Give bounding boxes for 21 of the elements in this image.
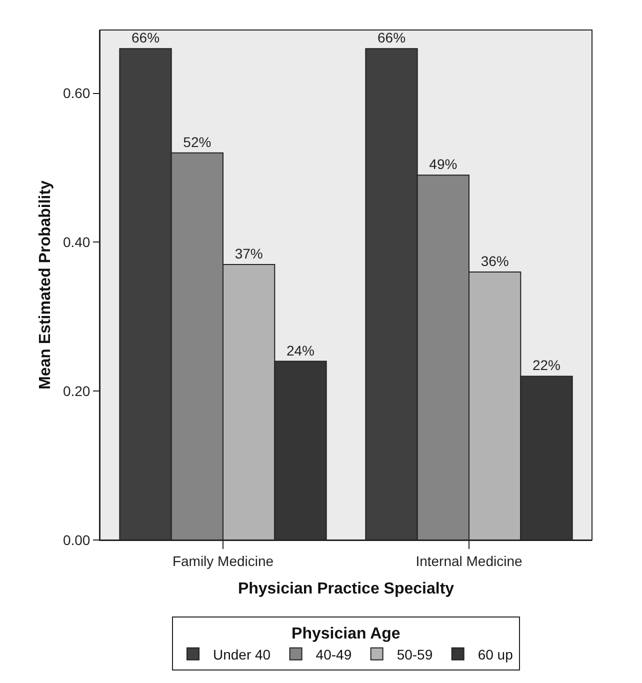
legend-label: 60 up xyxy=(478,646,514,662)
data-label: 36% xyxy=(480,252,509,269)
data-label: 37% xyxy=(234,246,263,262)
legend-label: Under 40 xyxy=(213,646,271,662)
x-axis-title: Physician Practice Specialty xyxy=(238,580,454,598)
legend-label: 50-59 xyxy=(396,646,433,662)
y-axis-title: Mean Estimated Probability xyxy=(36,180,54,390)
data-label: 22% xyxy=(532,357,561,374)
legend-title: Physician Age xyxy=(292,625,400,642)
y-tick-label: 0.00 xyxy=(62,532,90,548)
legend-label: 40-49 xyxy=(316,646,352,662)
y-tick-label: 0.60 xyxy=(62,85,90,102)
y-tick-label: 0.20 xyxy=(62,382,90,399)
data-label: 52% xyxy=(183,134,212,150)
y-tick-label: 0.40 xyxy=(62,234,90,250)
data-label: 66% xyxy=(131,30,160,46)
data-label: 66% xyxy=(377,30,406,46)
data-label: 24% xyxy=(286,342,315,358)
x-tick-label: Family Medicine xyxy=(172,552,274,569)
data-label: 49% xyxy=(429,156,458,172)
x-tick-label: Internal Medicine xyxy=(416,552,523,569)
